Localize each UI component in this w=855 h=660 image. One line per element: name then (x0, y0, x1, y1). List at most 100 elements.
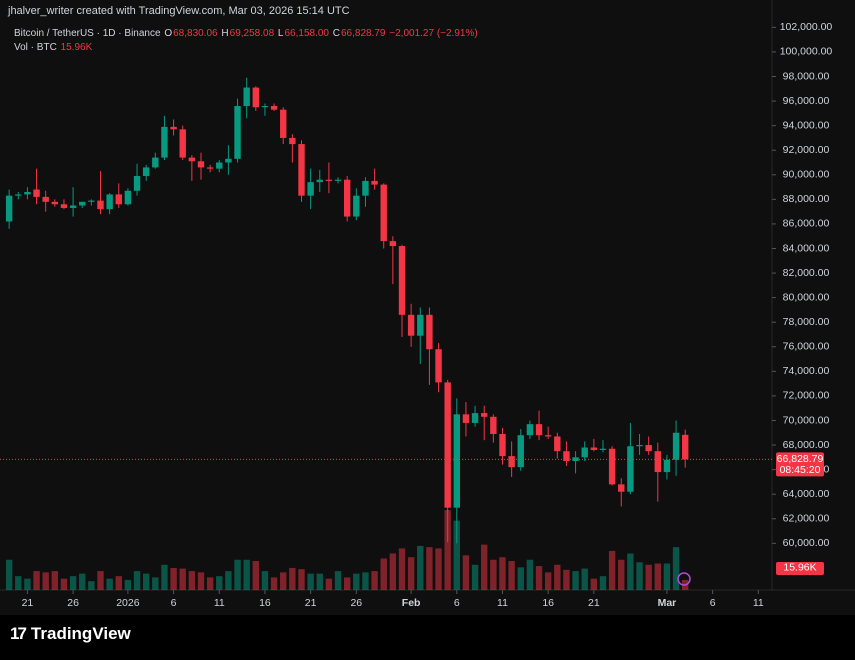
y-tick-label: 78,000.00 (783, 316, 830, 328)
volume-bar (88, 581, 95, 590)
candle-body (636, 445, 643, 447)
candle-body (170, 126, 177, 130)
x-tick-label: 21 (588, 597, 600, 609)
h-label: H (221, 28, 229, 39)
y-tick-label: 100,000.00 (780, 46, 833, 58)
candle-body (161, 126, 168, 158)
volume-bar (5, 559, 13, 590)
volume-bar (216, 576, 223, 590)
volume-bar (197, 572, 205, 590)
x-tick-label: Feb (402, 597, 421, 609)
candle-body (407, 314, 415, 336)
volume-bar (517, 567, 524, 590)
price-label-box (776, 452, 824, 477)
volume-bar (453, 520, 461, 590)
credit: jhalver_writer created with TradingView.… (8, 5, 350, 17)
x-tick-label: 21 (305, 597, 317, 609)
volume-bar (343, 577, 351, 590)
volume-bar (133, 571, 141, 590)
candle-body (654, 451, 661, 473)
x-tick-label: 11 (497, 597, 508, 609)
candle-body (663, 459, 671, 473)
candle-body (481, 413, 488, 417)
x-tick-label: 6 (171, 597, 177, 609)
volume-bar (33, 571, 40, 590)
candle-body (554, 436, 561, 452)
candle-body (79, 201, 86, 206)
volume-bar (97, 571, 104, 590)
volume-bar (280, 572, 287, 590)
volume-bar (544, 572, 552, 590)
volume-bar (69, 576, 77, 590)
volume-bar (234, 559, 241, 590)
x-tick-label: 6 (454, 597, 460, 609)
footer (0, 615, 855, 660)
o-label: O (164, 28, 173, 39)
volume-legend: Vol · BTC 15.96K (14, 42, 93, 53)
countdown: 08:45:20 (780, 464, 821, 476)
vol-label: Vol · BTC (14, 42, 57, 53)
y-tick-label: 74,000.00 (783, 365, 830, 377)
candle-body (142, 167, 150, 177)
candle-body (417, 314, 424, 336)
volume-bar (672, 547, 680, 590)
x-tick-label: 16 (259, 597, 271, 609)
x-tick-label: 11 (753, 597, 764, 609)
candle-body (270, 105, 278, 110)
volume-bar (79, 573, 86, 590)
candle-body (371, 180, 378, 185)
volume-bar (270, 577, 278, 590)
volume-bar (152, 577, 159, 590)
candle-body (325, 179, 333, 181)
x-tick-label: 2026 (116, 597, 140, 609)
candle-body (5, 195, 13, 222)
y-tick-label: 98,000.00 (783, 70, 830, 82)
x-tick-label: 6 (710, 597, 716, 609)
candle-body (380, 184, 387, 242)
candle-body (682, 434, 689, 460)
volume-bar (316, 573, 323, 590)
volume-bar (298, 569, 305, 590)
candle-body (252, 87, 260, 108)
candle-body (115, 194, 122, 205)
candle-body (608, 448, 616, 485)
candle-body (526, 424, 534, 436)
candle-body (362, 180, 369, 196)
candle-body (499, 433, 506, 457)
volume-bar (362, 572, 369, 590)
volume-bar (618, 559, 625, 590)
volume-bar (636, 562, 643, 590)
volume-bar (60, 578, 68, 590)
candle-body (426, 314, 433, 350)
y-tick-label: 88,000.00 (783, 193, 830, 205)
c-value: 66,828.79 (341, 28, 386, 39)
volume-bar (407, 557, 415, 590)
candle-body (627, 446, 634, 492)
candle-body (225, 158, 232, 163)
candle-body (216, 162, 223, 169)
volume-bar (252, 561, 260, 590)
volume-bar (225, 571, 232, 590)
volume-bar (599, 576, 607, 590)
y-tick-label: 90,000.00 (783, 169, 830, 181)
volume-bar (645, 564, 652, 590)
candle-body (206, 167, 214, 169)
o-value: 68,830.06 (173, 28, 218, 39)
candle-body (581, 447, 588, 458)
candle-body (599, 448, 607, 450)
candle-body (471, 413, 479, 423)
candle-body (544, 435, 552, 437)
vol-value: 15.96K (60, 42, 93, 53)
candle-body (69, 205, 77, 208)
volume-bar (554, 564, 561, 590)
axis-panel (772, 0, 855, 615)
candle-body (197, 161, 205, 168)
candle-body (563, 451, 570, 462)
volume-bar (42, 572, 49, 590)
volume-bar (206, 577, 214, 590)
volume-bar (51, 571, 59, 590)
candle-body (462, 414, 470, 423)
candle-body (334, 179, 342, 181)
y-tick-label: 80,000.00 (783, 291, 830, 303)
